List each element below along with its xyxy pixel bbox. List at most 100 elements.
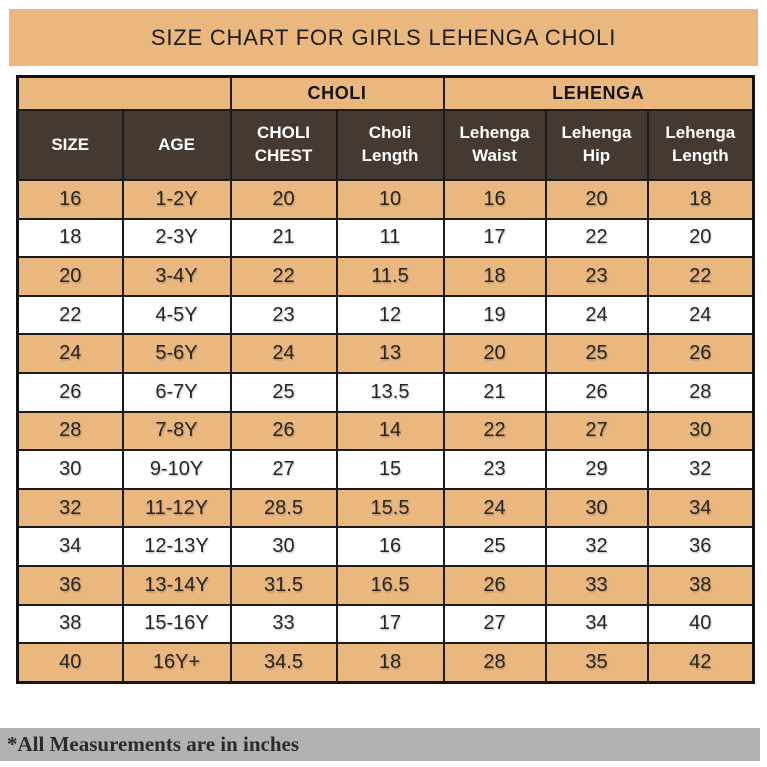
table-cell: 11.5 <box>335 256 445 297</box>
size-chart-table-container: CHOLI LEHENGA SIZE AGE CHOLI CHEST Choli… <box>16 75 756 684</box>
table-cell: 24 <box>229 333 338 374</box>
table-cell: 27 <box>544 410 649 452</box>
table-cell: 10 <box>335 179 445 220</box>
column-header-age: AGE <box>121 109 232 181</box>
table-cell: 38 <box>646 564 755 606</box>
group-header-lehenga: LEHENGA <box>442 75 755 111</box>
table-cell: 16Y+ <box>121 642 232 684</box>
table-cell: 20 <box>16 256 124 297</box>
table-cell: 29 <box>544 449 649 490</box>
table-row: 22 4-5Y 23 12 19 24 24 <box>16 294 755 336</box>
column-header-lehenga-hip: Lehenga Hip <box>544 109 649 181</box>
table-cell: 13.5 <box>335 371 445 413</box>
table-cell: 11-12Y <box>121 487 232 529</box>
table-row: 34 12-13Y 30 16 25 32 36 <box>16 526 755 567</box>
table-cell: 15 <box>335 449 445 490</box>
table-row: 32 11-12Y 28.5 15.5 24 30 34 <box>16 487 755 529</box>
table-row: 26 6-7Y 25 13.5 21 26 28 <box>16 371 755 413</box>
table-cell: 1-2Y <box>121 179 232 220</box>
table-cell: 22 <box>544 217 649 259</box>
table-cell: 26 <box>442 564 547 606</box>
table-cell: 30 <box>16 449 124 490</box>
table-cell: 38 <box>16 603 124 645</box>
table-cell: 26 <box>229 410 338 452</box>
table-cell: 16 <box>335 526 445 567</box>
column-header-choli-length: Choli Length <box>335 109 445 181</box>
table-cell: 23 <box>442 449 547 490</box>
table-cell: 12-13Y <box>121 526 232 567</box>
table-cell: 42 <box>646 642 755 684</box>
table-cell: 13 <box>335 333 445 374</box>
table-cell: 34 <box>16 526 124 567</box>
table-cell: 40 <box>16 642 124 684</box>
table-row: 24 5-6Y 24 13 20 25 26 <box>16 333 755 374</box>
table-cell: 18 <box>442 256 547 297</box>
table-cell: 21 <box>442 371 547 413</box>
table-cell: 32 <box>16 487 124 529</box>
group-header-row: CHOLI LEHENGA <box>16 75 755 111</box>
column-header-row: SIZE AGE CHOLI CHEST Choli Length Leheng… <box>16 109 755 181</box>
table-cell: 20 <box>544 179 649 220</box>
table-cell: 27 <box>229 449 338 490</box>
table-cell: 25 <box>229 371 338 413</box>
table-cell: 16 <box>16 179 124 220</box>
column-header-lehenga-waist: Lehenga Waist <box>442 109 547 181</box>
table-cell: 16 <box>442 179 547 220</box>
table-row: 16 1-2Y 20 10 16 20 18 <box>16 179 755 220</box>
table-cell: 7-8Y <box>121 410 232 452</box>
table-cell: 18 <box>16 217 124 259</box>
table-cell: 24 <box>442 487 547 529</box>
table-cell: 17 <box>335 603 445 645</box>
table-cell: 34 <box>646 487 755 529</box>
table-cell: 12 <box>335 294 445 336</box>
table-row: 36 13-14Y 31.5 16.5 26 33 38 <box>16 564 755 606</box>
group-header-empty <box>16 75 232 111</box>
table-cell: 28 <box>442 642 547 684</box>
table-cell: 3-4Y <box>121 256 232 297</box>
table-cell: 21 <box>229 217 338 259</box>
table-row: 20 3-4Y 22 11.5 18 23 22 <box>16 256 755 297</box>
table-cell: 26 <box>16 371 124 413</box>
table-cell: 16.5 <box>335 564 445 606</box>
table-cell: 25 <box>442 526 547 567</box>
table-cell: 33 <box>544 564 649 606</box>
table-cell: 30 <box>646 410 755 452</box>
table-cell: 5-6Y <box>121 333 232 374</box>
table-cell: 18 <box>335 642 445 684</box>
table-cell: 32 <box>544 526 649 567</box>
table-cell: 4-5Y <box>121 294 232 336</box>
table-row: 38 15-16Y 33 17 27 34 40 <box>16 603 755 645</box>
table-cell: 33 <box>229 603 338 645</box>
table-cell: 24 <box>16 333 124 374</box>
table-cell: 26 <box>646 333 755 374</box>
table-cell: 18 <box>646 179 755 220</box>
table-body: 16 1-2Y 20 10 16 20 18 18 2-3Y 21 11 17 22 20 20 3-4Y 22… <box>16 179 755 684</box>
table-cell: 27 <box>442 603 547 645</box>
table-cell: 14 <box>335 410 445 452</box>
table-cell: 40 <box>646 603 755 645</box>
size-chart-table: CHOLI LEHENGA SIZE AGE CHOLI CHEST Choli… <box>16 75 756 684</box>
table-cell: 22 <box>229 256 338 297</box>
table-cell: 13-14Y <box>121 564 232 606</box>
table-cell: 25 <box>544 333 649 374</box>
table-cell: 9-10Y <box>121 449 232 490</box>
table-cell: 24 <box>646 294 755 336</box>
table-cell: 15-16Y <box>121 603 232 645</box>
table-cell: 22 <box>442 410 547 452</box>
table-cell: 28 <box>16 410 124 452</box>
table-cell: 34 <box>544 603 649 645</box>
table-cell: 32 <box>646 449 755 490</box>
table-row: 18 2-3Y 21 11 17 22 20 <box>16 217 755 259</box>
column-header-choli-chest: CHOLI CHEST <box>229 109 338 181</box>
table-cell: 20 <box>442 333 547 374</box>
table-row: 40 16Y+ 34.5 18 28 35 42 <box>16 642 755 684</box>
table-cell: 30 <box>229 526 338 567</box>
table-cell: 22 <box>16 294 124 336</box>
table-cell: 28 <box>646 371 755 413</box>
table-cell: 23 <box>544 256 649 297</box>
table-cell: 22 <box>646 256 755 297</box>
table-cell: 2-3Y <box>121 217 232 259</box>
table-cell: 20 <box>646 217 755 259</box>
table-cell: 19 <box>442 294 547 336</box>
table-cell: 36 <box>646 526 755 567</box>
